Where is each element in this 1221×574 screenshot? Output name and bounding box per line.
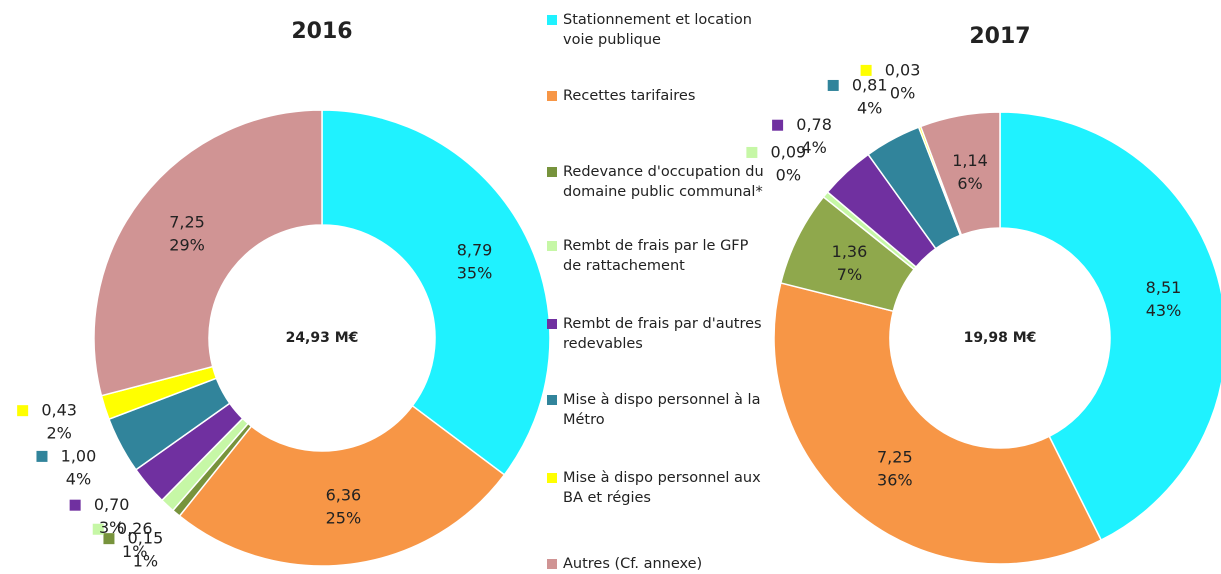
- label-marker: [860, 64, 872, 76]
- value-label: 1,00: [61, 446, 97, 465]
- legend-item: Rembt de frais par le GFP de rattachemen…: [547, 236, 768, 276]
- legend-label: Recettes tarifaires: [563, 88, 696, 104]
- label-marker: [772, 119, 784, 131]
- slice: [321, 109, 551, 476]
- value-label: 6,36: [326, 486, 362, 505]
- legend-item: Autres (Cf. annexe): [547, 554, 768, 574]
- value-label: 1,36: [832, 242, 868, 261]
- label-marker: [103, 533, 115, 545]
- value-label: 1,14: [952, 151, 988, 170]
- percent-label: 36%: [877, 471, 913, 490]
- percent-label: 0%: [890, 83, 915, 102]
- value-label: 7,25: [169, 212, 205, 231]
- chart-title: 2017: [969, 24, 1030, 49]
- percent-label: 4%: [801, 138, 826, 157]
- label-marker: [69, 499, 81, 511]
- legend-label: Redevance d'occupation du domaine public…: [563, 164, 764, 200]
- percent-label: 7%: [837, 265, 862, 284]
- legend-item: Recettes tarifaires: [547, 86, 768, 106]
- percent-label: 43%: [1146, 301, 1182, 320]
- slice: [999, 111, 1221, 542]
- value-label: 8,79: [457, 240, 493, 259]
- percent-label: 4%: [857, 98, 882, 117]
- legend-label: Mise à dispo personnel aux BA et régies: [563, 470, 761, 506]
- value-label: 7,25: [877, 448, 913, 467]
- percent-label: 6%: [957, 174, 982, 193]
- label-marker: [827, 79, 839, 91]
- label-marker: [36, 450, 48, 462]
- legend-swatch: [547, 15, 557, 25]
- label-marker: [746, 146, 758, 158]
- legend-label: Mise à dispo personnel à la Métro: [563, 392, 761, 428]
- legend-item: Stationnement et location voie publique: [547, 10, 768, 50]
- slice: [178, 404, 506, 567]
- value-label: 0,09: [771, 142, 807, 161]
- value-label: 0,78: [796, 115, 832, 134]
- value-label: 0,81: [852, 75, 888, 94]
- legend-swatch: [547, 319, 557, 329]
- percent-label: 1%: [133, 552, 158, 571]
- legend-label: Rembt de frais par le GFP de rattachemen…: [563, 238, 749, 274]
- legend-swatch: [547, 241, 557, 251]
- legend-item: Mise à dispo personnel à la Métro: [547, 390, 768, 430]
- percent-label: 35%: [457, 263, 493, 282]
- legend-label: Autres (Cf. annexe): [563, 556, 703, 572]
- label-marker: [17, 405, 29, 417]
- value-label: 0,43: [41, 401, 77, 420]
- legend-swatch: [547, 91, 557, 101]
- value-label: 0,26: [117, 519, 153, 538]
- legend-item: Mise à dispo personnel aux BA et régies: [547, 468, 768, 508]
- percent-label: 25%: [326, 509, 362, 528]
- percent-label: 4%: [66, 469, 91, 488]
- label-marker: [92, 523, 104, 535]
- value-label: 0,70: [94, 495, 130, 514]
- center-label: 24,93 M€: [286, 330, 359, 346]
- legend-item: Redevance d'occupation du domaine public…: [547, 162, 768, 202]
- legend-item: Rembt de frais par d'autres redevables: [547, 314, 768, 354]
- percent-label: 0%: [776, 165, 801, 184]
- percent-label: 1%: [122, 542, 147, 561]
- value-label: 0,15: [128, 529, 164, 548]
- legend-swatch: [547, 395, 557, 405]
- chart-title: 2016: [291, 19, 352, 44]
- legend-label: Rembt de frais par d'autres redevables: [563, 316, 762, 352]
- slice: [93, 109, 323, 397]
- legend-label: Stationnement et location voie publique: [563, 12, 752, 48]
- value-label: 0,03: [885, 60, 921, 79]
- legend-swatch: [547, 473, 557, 483]
- percent-label: 29%: [169, 235, 205, 254]
- legend-swatch: [547, 167, 557, 177]
- value-label: 8,51: [1146, 278, 1182, 297]
- percent-label: 2%: [46, 424, 71, 443]
- slice: [773, 282, 1103, 565]
- percent-label: 3%: [99, 518, 124, 537]
- center-label: 19,98 M€: [964, 330, 1037, 346]
- legend-swatch: [547, 559, 557, 569]
- slice: [919, 111, 1001, 236]
